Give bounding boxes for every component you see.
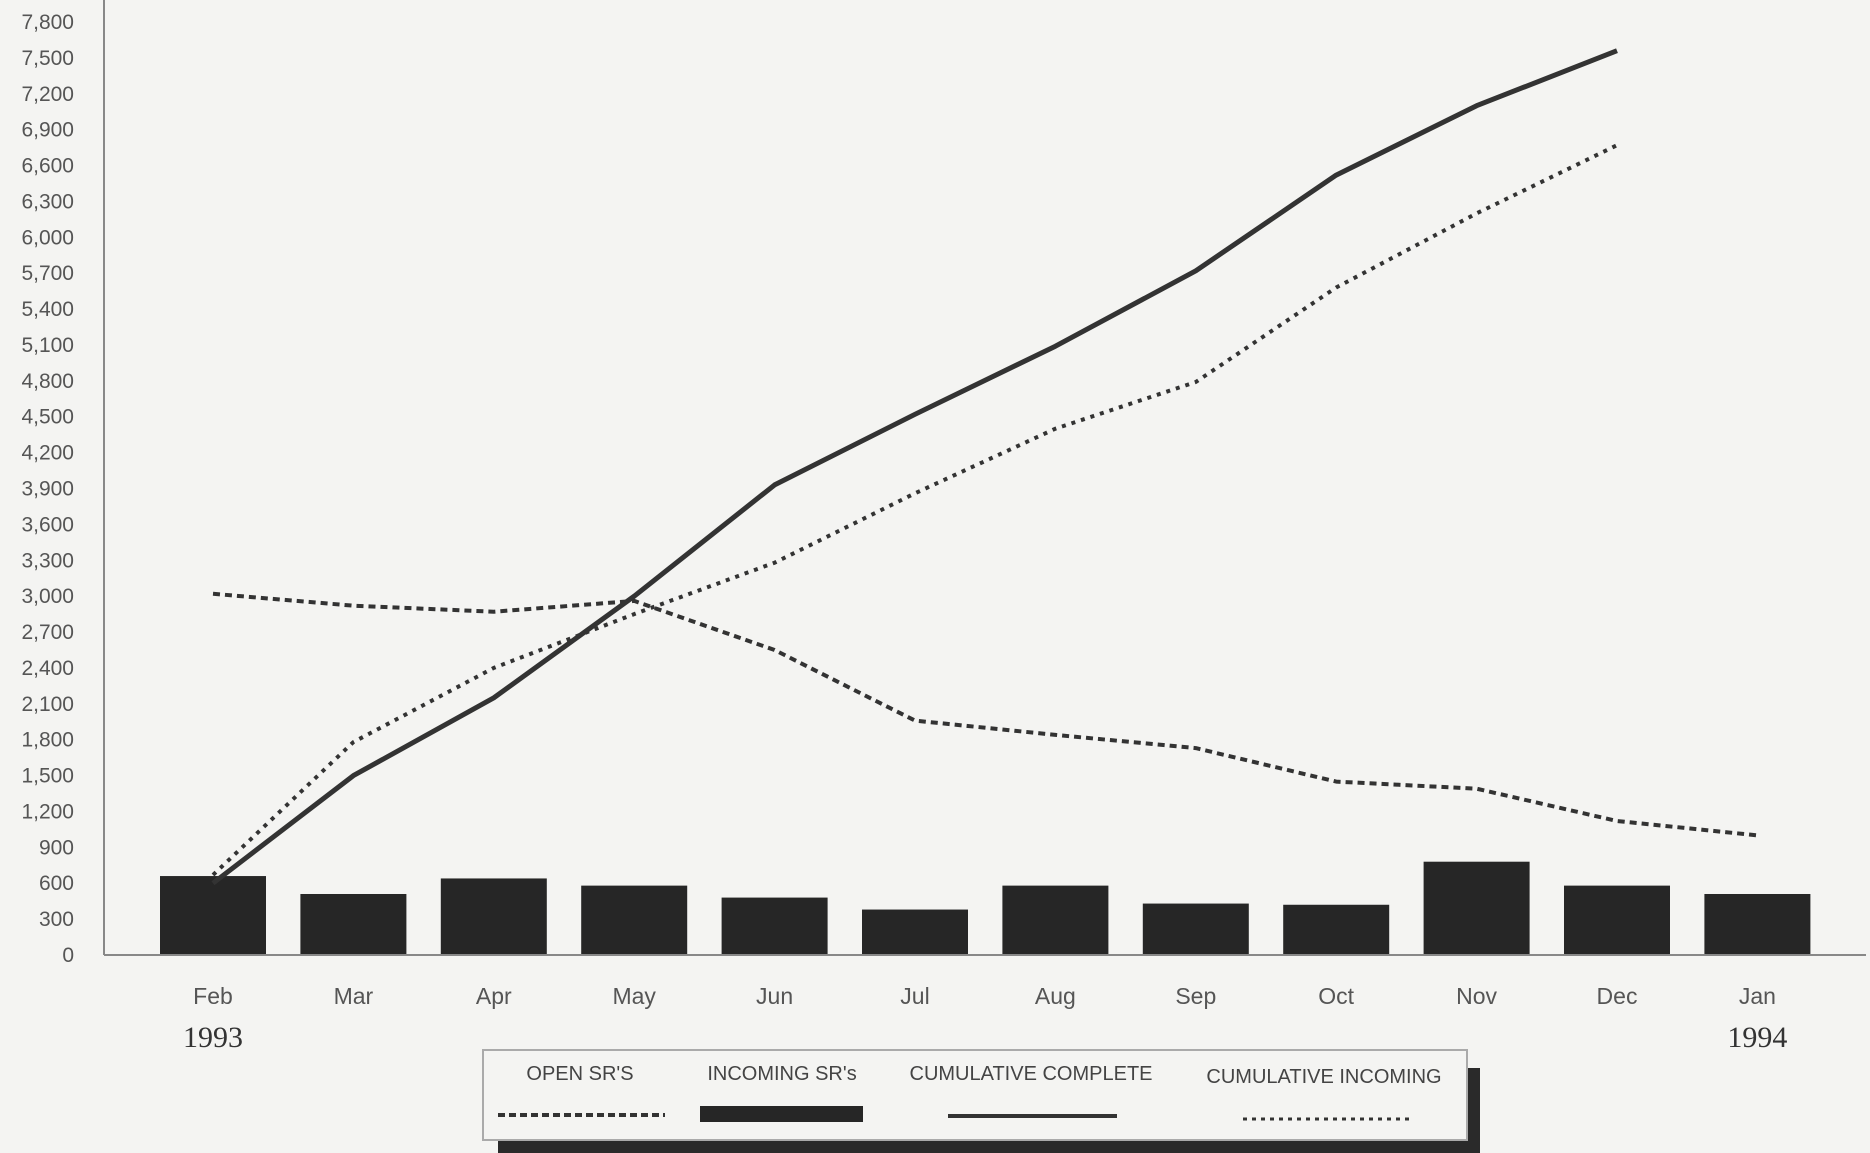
legend: OPEN SR'S INCOMING SR's CUMULATIVE COMPL… bbox=[482, 1049, 1480, 1153]
y-axis-ticks: 0 300 600 900 1,200 1,500 1,800 2,100 2,400 2,700… bbox=[21, 11, 74, 967]
y-tick-label: 6,300 bbox=[21, 190, 74, 213]
bar-incoming-feb bbox=[160, 876, 266, 955]
line-open-sr-s bbox=[212, 591, 1758, 838]
y-tick-label: 4,200 bbox=[21, 442, 74, 465]
y-tick-label: 6,000 bbox=[21, 226, 74, 249]
y-tick-label: 3,300 bbox=[21, 549, 74, 572]
year-label: 1994 bbox=[1727, 1021, 1787, 1054]
x-tick-label-apr: Apr bbox=[476, 983, 512, 1009]
x-tick-label-dec: Dec bbox=[1597, 983, 1638, 1009]
y-tick-label: 2,700 bbox=[21, 621, 74, 644]
y-tick-label: 5,100 bbox=[21, 334, 74, 357]
line-series-group bbox=[211, 48, 1758, 886]
y-tick-label: 4,800 bbox=[21, 370, 74, 393]
bar-incoming-nov bbox=[1423, 861, 1530, 955]
x-tick-label-feb: Feb bbox=[193, 983, 233, 1009]
bar-incoming-dec bbox=[1564, 885, 1670, 955]
y-tick-label: 5,700 bbox=[21, 262, 74, 285]
y-tick-label: 0 bbox=[62, 944, 74, 967]
x-tick-label-mar: Mar bbox=[334, 983, 374, 1009]
year-label: 1993 bbox=[183, 1021, 243, 1054]
x-tick-label-oct: Oct bbox=[1318, 983, 1354, 1009]
legend-box bbox=[482, 1049, 1468, 1141]
y-tick-label: 4,500 bbox=[21, 406, 74, 429]
y-tick-label: 7,800 bbox=[21, 11, 74, 34]
bar-incoming-sep bbox=[1142, 903, 1249, 955]
y-tick-label: 600 bbox=[39, 872, 74, 895]
x-tick-label-sep: Sep bbox=[1175, 983, 1216, 1009]
y-tick-label: 6,600 bbox=[21, 155, 74, 178]
x-tick-label-nov: Nov bbox=[1456, 983, 1497, 1009]
bar-incoming-oct bbox=[1283, 904, 1390, 955]
legend-label-incoming: INCOMING SR's bbox=[707, 1063, 856, 1085]
y-tick-label: 1,200 bbox=[21, 800, 74, 823]
line-cumulative-incoming bbox=[211, 143, 1618, 877]
bar-incoming-aug bbox=[1002, 885, 1109, 955]
year-labels: 1993 1994 bbox=[183, 1021, 1787, 1054]
bar-incoming-jun bbox=[721, 897, 828, 955]
x-tick-label-aug: Aug bbox=[1035, 983, 1076, 1009]
y-tick-label: 300 bbox=[39, 908, 74, 931]
bar-incoming-jan bbox=[1704, 893, 1811, 955]
y-tick-label: 2,100 bbox=[21, 693, 74, 716]
bar-incoming-may bbox=[581, 885, 688, 955]
y-tick-label: 7,500 bbox=[21, 47, 74, 70]
y-tick-label: 1,500 bbox=[21, 765, 74, 788]
legend-swatch-incoming bbox=[700, 1106, 863, 1122]
y-tick-label: 6,900 bbox=[21, 119, 74, 142]
legend-label-open: OPEN SR'S bbox=[526, 1063, 633, 1085]
bar-incoming-apr bbox=[440, 878, 547, 955]
x-tick-label-jun: Jun bbox=[756, 983, 793, 1009]
x-tick-label-jul: Jul bbox=[900, 983, 929, 1009]
x-tick-label-jan: Jan bbox=[1739, 983, 1776, 1009]
line-cumulative-complete bbox=[211, 48, 1618, 886]
x-tick-label-may: May bbox=[612, 983, 656, 1009]
y-tick-label: 1,800 bbox=[21, 729, 74, 752]
bar-incoming-jul bbox=[862, 909, 968, 955]
y-tick-label: 3,000 bbox=[21, 585, 74, 608]
x-axis-ticks: Feb Mar Apr May Jun Jul Aug Sep Oct Nov Dec Jan bbox=[193, 983, 1776, 1009]
legend-label-cumulative-incoming: CUMULATIVE INCOMING bbox=[1206, 1066, 1441, 1088]
y-tick-label: 5,400 bbox=[21, 298, 74, 321]
legend-label-cumulative-complete: CUMULATIVE COMPLETE bbox=[910, 1063, 1153, 1085]
y-tick-label: 3,900 bbox=[21, 478, 74, 501]
bar-series-incoming bbox=[160, 861, 1811, 955]
y-tick-label: 3,600 bbox=[21, 513, 74, 536]
y-tick-label: 7,200 bbox=[21, 83, 74, 106]
bar-incoming-mar bbox=[300, 893, 407, 955]
y-tick-label: 900 bbox=[39, 836, 74, 859]
y-tick-label: 2,400 bbox=[21, 657, 74, 680]
